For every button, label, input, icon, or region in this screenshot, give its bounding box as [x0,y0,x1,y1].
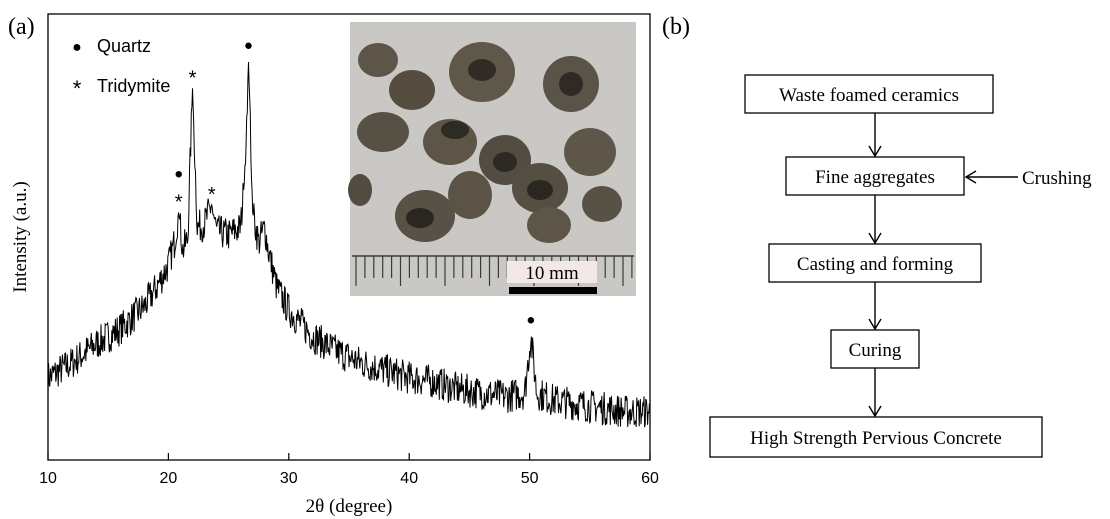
quartz-peak-marker: ● [526,311,535,328]
xrd-plot: 10 20 30 40 50 60 * ● * * ● ● 2θ (degree) Intensit… [10,13,659,517]
y-axis-label: Intensity (a.u.) [10,181,31,292]
peak-markers: * ● * * ● ● [174,37,535,328]
flow-step: Curing [830,329,920,369]
panel-b-label: (b) [662,14,690,40]
x-axis: 10 20 30 40 50 60 [39,453,659,487]
quartz-peak-marker: ● [174,165,183,182]
quartz-peak-marker: ● [244,37,253,54]
panel-a-label: (a) [8,14,35,40]
tridymite-peak-marker: * [189,67,197,89]
flow-step: High Strength Pervious Concrete [709,416,1043,458]
crushing-label: Crushing [1022,168,1092,189]
flow-arrows [868,113,1018,418]
aggregate-pieces [348,42,622,243]
flow-step: Waste foamed ceramics [744,74,994,114]
tridymite-peak-marker: * [175,191,183,213]
flowchart: Waste foamed ceramics Fine aggregates Ca… [709,74,1092,458]
plot-frame [47,13,651,461]
legend-quartz-label: Quartz [97,36,151,56]
scale-bar [509,287,597,294]
x-tick-label: 30 [280,470,298,487]
flow-step: Casting and forming [768,243,982,283]
scale-label: 10 mm [525,263,579,284]
tridymite-peak-marker: * [208,184,216,206]
x-tick-label: 10 [39,470,57,487]
legend-quartz-marker: ● [72,39,82,56]
scale-label-box [507,261,597,283]
flow-step: Fine aggregates [785,156,965,196]
x-tick-label: 40 [400,470,418,487]
legend: ● Quartz * Tridymite [72,36,170,101]
flow-step-label: Curing [849,340,902,361]
xrd-pattern-line [47,61,651,428]
x-axis-label: 2θ (degree) [306,496,393,517]
inset-photo: 10 mm [348,22,636,296]
flow-step-label: Casting and forming [797,254,954,275]
flow-step-label: Waste foamed ceramics [779,85,959,106]
legend-tridymite-label: Tridymite [97,76,170,96]
flow-step-label: Fine aggregates [815,167,935,188]
legend-tridymite-marker: * [73,76,82,101]
x-tick-label: 60 [641,470,659,487]
x-tick-label: 50 [521,470,539,487]
flow-step-label: High Strength Pervious Concrete [750,428,1002,449]
x-tick-label: 20 [160,470,178,487]
